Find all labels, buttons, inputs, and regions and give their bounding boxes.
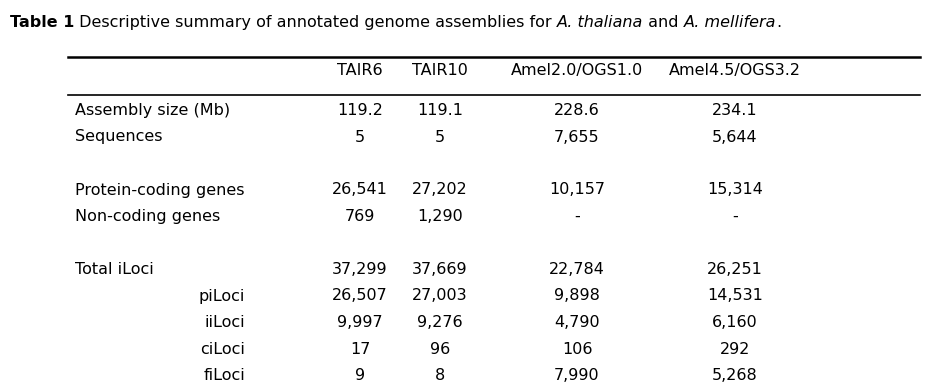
Text: 106: 106: [562, 342, 592, 356]
Text: 6,160: 6,160: [712, 315, 758, 330]
Text: 5: 5: [355, 129, 365, 145]
Text: 22,784: 22,784: [549, 262, 605, 277]
Text: 5: 5: [435, 129, 446, 145]
Text: Assembly size (Mb): Assembly size (Mb): [75, 103, 230, 118]
Text: 17: 17: [349, 342, 370, 356]
Text: 37,669: 37,669: [412, 262, 467, 277]
Text: 1,290: 1,290: [417, 209, 463, 224]
Text: Sequences: Sequences: [75, 129, 163, 145]
Text: and: and: [644, 15, 684, 30]
Text: piLoci: piLoci: [199, 289, 245, 303]
Text: 234.1: 234.1: [712, 103, 758, 118]
Text: .: .: [777, 15, 782, 30]
Text: -: -: [574, 209, 580, 224]
Text: 26,541: 26,541: [332, 183, 387, 197]
Text: Descriptive summary of annotated genome assemblies for: Descriptive summary of annotated genome …: [74, 15, 557, 30]
Text: 14,531: 14,531: [707, 289, 763, 303]
Text: 8: 8: [435, 368, 446, 383]
Text: 27,003: 27,003: [412, 289, 467, 303]
Text: 9: 9: [355, 368, 365, 383]
Text: Protein-coding genes: Protein-coding genes: [75, 183, 245, 197]
Text: 37,299: 37,299: [332, 262, 387, 277]
Text: A. mellifera: A. mellifera: [684, 15, 777, 30]
Text: A. thaliana: A. thaliana: [557, 15, 644, 30]
Text: 9,898: 9,898: [554, 289, 600, 303]
Text: 119.2: 119.2: [337, 103, 383, 118]
Text: 27,202: 27,202: [412, 183, 467, 197]
Text: 15,314: 15,314: [707, 183, 763, 197]
Text: Non-coding genes: Non-coding genes: [75, 209, 220, 224]
Text: Table 1: Table 1: [10, 15, 74, 30]
Text: 769: 769: [345, 209, 375, 224]
Text: iiLoci: iiLoci: [205, 315, 245, 330]
Text: 7,990: 7,990: [554, 368, 600, 383]
Text: 228.6: 228.6: [554, 103, 600, 118]
Text: Total iLoci: Total iLoci: [75, 262, 154, 277]
Text: -: -: [732, 209, 738, 224]
Text: 26,507: 26,507: [332, 289, 387, 303]
Text: 96: 96: [430, 342, 450, 356]
Text: 292: 292: [720, 342, 750, 356]
Text: ciLoci: ciLoci: [200, 342, 245, 356]
Text: 5,268: 5,268: [712, 368, 758, 383]
Text: Amel4.5/OGS3.2: Amel4.5/OGS3.2: [669, 63, 801, 78]
Text: 7,655: 7,655: [554, 129, 600, 145]
Text: 4,790: 4,790: [554, 315, 600, 330]
Text: Amel2.0/OGS1.0: Amel2.0/OGS1.0: [511, 63, 644, 78]
Text: 5,644: 5,644: [712, 129, 758, 145]
Text: TAIR6: TAIR6: [337, 63, 383, 78]
Text: TAIR10: TAIR10: [412, 63, 468, 78]
Text: fiLoci: fiLoci: [203, 368, 245, 383]
Text: 10,157: 10,157: [549, 183, 605, 197]
Text: 26,251: 26,251: [707, 262, 763, 277]
Text: 9,276: 9,276: [417, 315, 463, 330]
Text: 9,997: 9,997: [337, 315, 383, 330]
Text: 119.1: 119.1: [417, 103, 463, 118]
